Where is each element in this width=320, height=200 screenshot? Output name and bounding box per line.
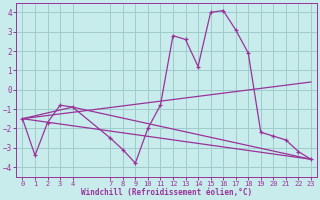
- X-axis label: Windchill (Refroidissement éolien,°C): Windchill (Refroidissement éolien,°C): [81, 188, 252, 197]
